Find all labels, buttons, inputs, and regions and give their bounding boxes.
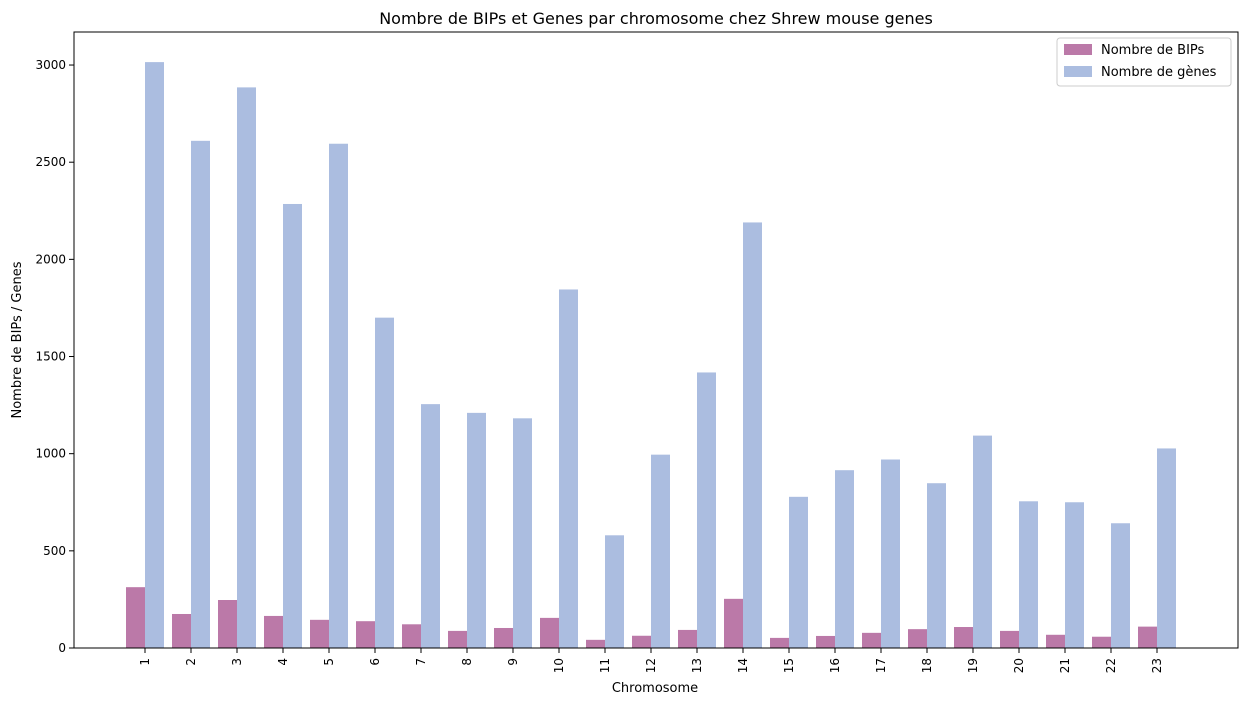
bar-bips-chr-4 bbox=[264, 615, 283, 648]
y-tick-label: 2000 bbox=[35, 252, 66, 266]
bar-genes-chr-11 bbox=[605, 535, 624, 648]
bar-bips-chr-7 bbox=[402, 624, 421, 648]
bar-bips-chr-14 bbox=[724, 598, 743, 648]
x-tick-label: 9 bbox=[506, 658, 520, 666]
x-tick-label: 1 bbox=[138, 658, 152, 666]
x-tick-label: 13 bbox=[690, 658, 704, 673]
bar-genes-chr-20 bbox=[1019, 501, 1038, 648]
y-tick-label: 3000 bbox=[35, 58, 66, 72]
bar-bips-chr-15 bbox=[770, 637, 789, 648]
bar-bips-chr-11 bbox=[586, 639, 605, 648]
y-tick-label: 500 bbox=[43, 544, 66, 558]
bar-genes-chr-7 bbox=[421, 404, 440, 648]
y-tick-label: 1500 bbox=[35, 350, 66, 364]
legend-label-genes: Nombre de gènes bbox=[1101, 65, 1217, 80]
bar-genes-chr-12 bbox=[651, 454, 670, 648]
bar-bips-chr-21 bbox=[1046, 634, 1065, 648]
x-tick-label: 5 bbox=[322, 658, 336, 666]
x-tick-label: 23 bbox=[1150, 658, 1164, 673]
x-tick-label: 15 bbox=[782, 658, 796, 673]
bar-genes-chr-23 bbox=[1157, 448, 1176, 648]
bar-bips-chr-9 bbox=[494, 627, 513, 648]
bar-bips-chr-5 bbox=[310, 619, 329, 648]
x-tick-label: 16 bbox=[828, 658, 842, 673]
bar-bips-chr-20 bbox=[1000, 630, 1019, 648]
x-tick-label: 12 bbox=[644, 658, 658, 673]
bar-genes-chr-6 bbox=[375, 317, 394, 648]
bar-bips-chr-10 bbox=[540, 617, 559, 648]
x-tick-label: 18 bbox=[920, 658, 934, 673]
legend: Nombre de BIPs Nombre de gènes bbox=[1056, 37, 1232, 87]
y-tick-label: 1000 bbox=[35, 447, 66, 461]
bar-genes-chr-2 bbox=[191, 140, 210, 648]
bar-genes-chr-10 bbox=[559, 289, 578, 648]
x-tick-label: 14 bbox=[736, 658, 750, 673]
bar-genes-chr-15 bbox=[789, 496, 808, 648]
bar-bips-chr-17 bbox=[862, 632, 881, 648]
bar-bips-chr-23 bbox=[1138, 626, 1157, 648]
x-tick-label: 19 bbox=[966, 658, 980, 673]
x-tick-label: 10 bbox=[552, 658, 566, 673]
legend-label-bips: Nombre de BIPs bbox=[1101, 43, 1205, 58]
x-tick-label: 6 bbox=[368, 658, 382, 666]
y-tick-label: 0 bbox=[58, 641, 66, 655]
bar-bips-chr-12 bbox=[632, 635, 651, 648]
bar-bips-chr-1 bbox=[126, 587, 145, 648]
bar-genes-chr-17 bbox=[881, 459, 900, 648]
bar-genes-chr-9 bbox=[513, 418, 532, 648]
bar-genes-chr-1 bbox=[145, 62, 164, 648]
bar-genes-chr-14 bbox=[743, 222, 762, 648]
bar-genes-chr-8 bbox=[467, 412, 486, 648]
plot-frame bbox=[73, 31, 1239, 649]
x-tick-label: 17 bbox=[874, 658, 888, 673]
x-tick-label: 3 bbox=[230, 658, 244, 666]
bar-genes-chr-13 bbox=[697, 372, 716, 648]
bar-genes-chr-18 bbox=[927, 483, 946, 648]
bar-genes-chr-4 bbox=[283, 203, 302, 648]
bar-genes-chr-22 bbox=[1111, 523, 1130, 648]
legend-swatch-bips bbox=[1064, 44, 1092, 55]
legend-frame bbox=[1056, 37, 1232, 87]
y-tick-label: 2500 bbox=[35, 155, 66, 169]
x-tick-label: 21 bbox=[1058, 658, 1072, 673]
bar-bips-chr-19 bbox=[954, 627, 973, 648]
y-axis-label: Nombre de BIPs / Genes bbox=[10, 261, 25, 418]
bar-bips-chr-6 bbox=[356, 621, 375, 648]
bar-bips-chr-8 bbox=[448, 630, 467, 648]
bar-bips-chr-3 bbox=[218, 600, 237, 648]
legend-swatch-genes bbox=[1064, 66, 1092, 77]
bar-genes-chr-16 bbox=[835, 470, 854, 648]
bar-bips-chr-2 bbox=[172, 613, 191, 648]
bar-bips-chr-16 bbox=[816, 635, 835, 648]
y-axis: 0 500 1000 1500 2000 2500 3000 bbox=[35, 58, 74, 655]
bar-genes-chr-3 bbox=[237, 87, 256, 648]
bar-bips-chr-22 bbox=[1092, 636, 1111, 648]
bar-genes-chr-19 bbox=[973, 435, 992, 648]
x-tick-label: 11 bbox=[598, 658, 612, 673]
bars bbox=[126, 62, 1176, 648]
x-tick-label: 20 bbox=[1012, 658, 1026, 673]
bar-genes-chr-5 bbox=[329, 143, 348, 648]
bar-bips-chr-13 bbox=[678, 629, 697, 648]
x-axis-label: Chromosome bbox=[612, 681, 698, 696]
x-tick-label: 8 bbox=[460, 658, 474, 666]
bar-genes-chr-21 bbox=[1065, 502, 1084, 648]
x-tick-label: 2 bbox=[184, 658, 198, 666]
x-tick-label: 22 bbox=[1104, 658, 1118, 673]
chart-title: Nombre de BIPs et Genes par chromosome c… bbox=[379, 9, 933, 28]
x-tick-label: 4 bbox=[276, 658, 290, 666]
x-tick-label: 7 bbox=[414, 658, 428, 666]
x-axis: 1 2 3 4 5 6 7 8 9 10 11 12 13 14 15 16 17 18 19 20 21 22 23 bbox=[138, 648, 1164, 673]
bar-bips-chr-18 bbox=[908, 629, 927, 648]
